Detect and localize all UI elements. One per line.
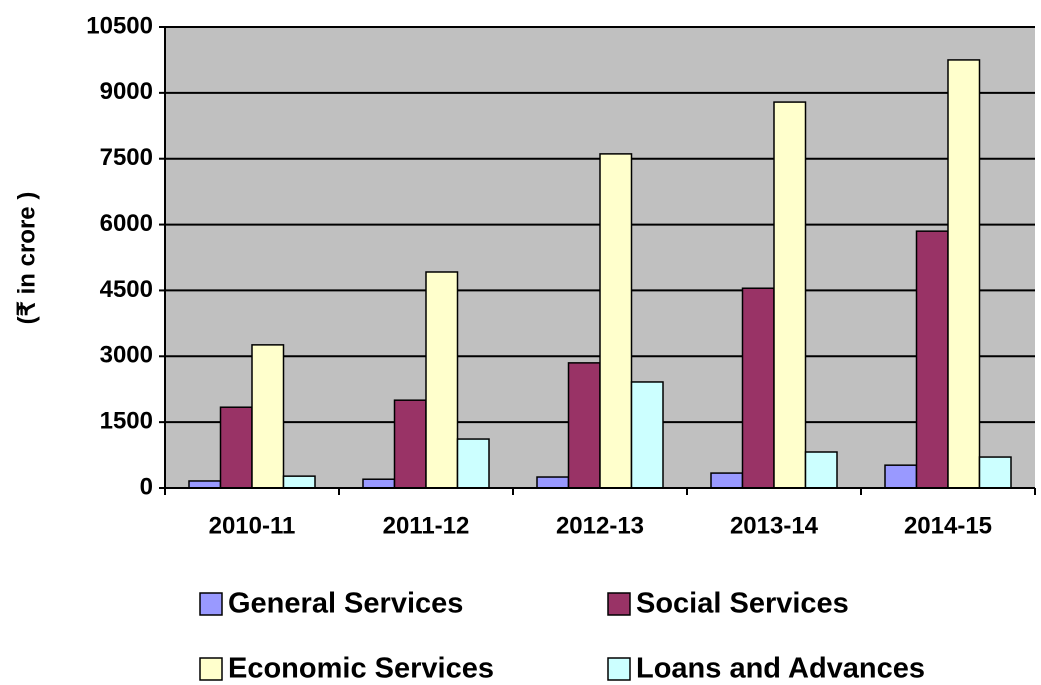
bar bbox=[741, 287, 775, 489]
y-tick-label: 3000 bbox=[100, 342, 153, 369]
bar bbox=[599, 153, 633, 489]
legend-swatch bbox=[607, 592, 631, 616]
bar bbox=[884, 464, 918, 489]
bar bbox=[630, 381, 664, 489]
bar bbox=[393, 399, 427, 489]
y-axis-label: (₹ in crore ) bbox=[13, 192, 40, 325]
bar bbox=[456, 438, 490, 489]
legend-label: Economic Services bbox=[228, 653, 494, 685]
legend-swatch bbox=[607, 657, 631, 681]
legend-swatch bbox=[199, 592, 223, 616]
bar bbox=[710, 472, 744, 489]
bar bbox=[915, 230, 949, 489]
bar bbox=[567, 362, 601, 489]
bar bbox=[978, 456, 1012, 489]
legend-label: General Services bbox=[228, 588, 463, 620]
bar bbox=[188, 480, 222, 489]
bar bbox=[282, 475, 316, 489]
bar bbox=[536, 476, 570, 489]
x-tick-label: 2014-15 bbox=[904, 512, 992, 539]
y-tick-label: 6000 bbox=[100, 210, 153, 237]
y-tick-label: 4500 bbox=[100, 276, 153, 303]
y-tick-label: 1500 bbox=[100, 407, 153, 434]
legend-swatch bbox=[199, 657, 223, 681]
x-tick-label: 2013-14 bbox=[730, 512, 819, 539]
bar bbox=[947, 59, 981, 489]
y-tick-label: 9000 bbox=[100, 78, 153, 105]
x-tick-label: 2012-13 bbox=[556, 512, 644, 539]
legend-label: Loans and Advances bbox=[636, 653, 925, 685]
x-tick-label: 2010-11 bbox=[209, 512, 296, 539]
bar bbox=[219, 406, 253, 489]
legend-label: Social Services bbox=[636, 588, 849, 620]
bar bbox=[425, 271, 459, 489]
bar bbox=[773, 101, 807, 489]
bar bbox=[362, 478, 396, 489]
y-tick-label: 0 bbox=[140, 473, 153, 500]
y-tick-label: 7500 bbox=[100, 144, 153, 171]
y-tick-label: 10500 bbox=[86, 12, 153, 39]
bar bbox=[804, 451, 838, 489]
bar bbox=[251, 344, 285, 489]
x-tick-label: 2011-12 bbox=[383, 512, 470, 539]
